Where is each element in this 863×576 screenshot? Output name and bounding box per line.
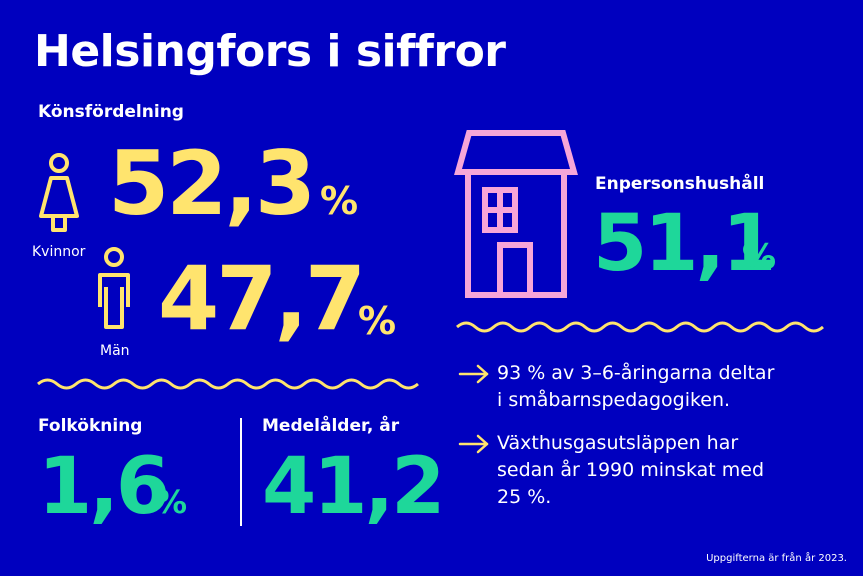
house-icon xyxy=(454,130,578,298)
fact-emissions-line1: Växthusgasutsläppen har xyxy=(497,432,739,454)
page-title: Helsingfors i siffror xyxy=(34,26,506,77)
women-label: Kvinnor xyxy=(32,244,86,260)
population-growth-value: 1,6 xyxy=(38,442,170,532)
fact-preschool-line1: 93 % av 3–6-åringarna deltar xyxy=(497,362,775,384)
footnote: Uppgifterna är från år 2023. xyxy=(706,553,847,564)
single-households-unit: % xyxy=(742,237,777,277)
fact-emissions-line3: 25 %. xyxy=(497,485,552,508)
population-growth-unit: % xyxy=(155,483,188,521)
men-label: Män xyxy=(100,343,130,359)
man-icon xyxy=(98,247,130,329)
fact-emissions-line2: sedan år 1990 minskat med xyxy=(497,458,765,481)
gender-heading: Könsfördelning xyxy=(38,102,184,122)
men-percentage-value: 47,7 xyxy=(158,247,366,350)
woman-icon xyxy=(39,153,79,232)
arrow-right-icon xyxy=(458,434,489,454)
arrow-right-icon xyxy=(458,364,489,384)
vertical-divider xyxy=(240,418,242,526)
fact-emissions: Växthusgasutsläppen har sedan år 1990 mi… xyxy=(497,430,764,511)
single-households-value: 51,1 xyxy=(593,199,776,289)
median-age-heading: Medelålder, år xyxy=(262,416,400,436)
fact-preschool: 93 % av 3–6-åringarna deltar i småbarnsp… xyxy=(497,360,774,414)
women-percentage-unit: % xyxy=(320,179,359,223)
fact-preschool-line2: i småbarnspedagogiken. xyxy=(497,388,731,411)
women-percentage-value: 52,3 xyxy=(108,132,316,235)
population-growth-heading: Folkökning xyxy=(38,416,143,436)
men-percentage-unit: % xyxy=(358,299,397,343)
single-households-heading: Enpersonshushåll xyxy=(595,174,765,194)
wave-divider-left xyxy=(37,378,419,390)
median-age-value: 41,2 xyxy=(262,442,445,532)
wave-divider-right xyxy=(456,321,824,333)
